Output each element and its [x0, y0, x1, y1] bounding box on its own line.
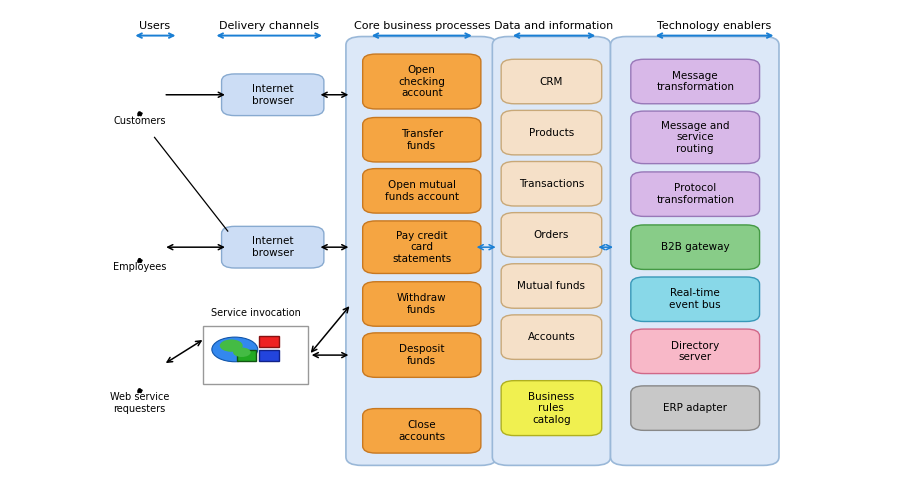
FancyBboxPatch shape	[221, 74, 324, 115]
Text: Withdraw
funds: Withdraw funds	[397, 293, 446, 315]
FancyBboxPatch shape	[631, 225, 760, 270]
FancyBboxPatch shape	[631, 59, 760, 104]
Circle shape	[139, 389, 140, 390]
Text: Open mutual
funds account: Open mutual funds account	[385, 180, 459, 202]
Text: Employees: Employees	[112, 262, 166, 272]
Text: Close
accounts: Close accounts	[398, 420, 446, 441]
FancyBboxPatch shape	[501, 213, 602, 257]
FancyBboxPatch shape	[501, 381, 602, 436]
FancyBboxPatch shape	[631, 111, 760, 164]
FancyBboxPatch shape	[203, 326, 309, 384]
FancyBboxPatch shape	[501, 59, 602, 104]
Text: Desposit
funds: Desposit funds	[399, 344, 445, 366]
FancyBboxPatch shape	[221, 227, 324, 268]
Circle shape	[220, 340, 243, 352]
FancyBboxPatch shape	[363, 169, 481, 213]
Text: Real-time
event bus: Real-time event bus	[670, 288, 721, 310]
Text: Customers: Customers	[113, 115, 166, 126]
Bar	[259, 336, 279, 347]
Text: Orders: Orders	[534, 230, 569, 240]
Text: Pay credit
card
statements: Pay credit card statements	[392, 230, 452, 264]
Circle shape	[212, 337, 257, 362]
Text: Message and
service
routing: Message and service routing	[661, 121, 729, 154]
Circle shape	[139, 259, 140, 260]
Circle shape	[233, 348, 251, 357]
FancyBboxPatch shape	[363, 282, 481, 326]
Text: B2B gateway: B2B gateway	[661, 242, 730, 252]
FancyBboxPatch shape	[501, 264, 602, 308]
Text: Mutual funds: Mutual funds	[518, 281, 585, 291]
Text: Technology enablers: Technology enablers	[658, 21, 771, 31]
Text: Service invocation: Service invocation	[211, 309, 301, 318]
Text: Message
transformation: Message transformation	[656, 71, 734, 92]
Text: Transfer
funds: Transfer funds	[400, 129, 443, 151]
Text: Business
rules
catalog: Business rules catalog	[528, 392, 574, 425]
Bar	[237, 350, 256, 361]
FancyBboxPatch shape	[363, 221, 481, 273]
FancyBboxPatch shape	[501, 161, 602, 206]
Text: ERP adapter: ERP adapter	[663, 403, 727, 413]
Text: CRM: CRM	[540, 76, 563, 86]
FancyBboxPatch shape	[631, 386, 760, 430]
Text: Data and information: Data and information	[494, 21, 614, 31]
Circle shape	[139, 112, 140, 113]
Text: Transactions: Transactions	[518, 179, 584, 189]
Text: Directory
server: Directory server	[671, 341, 719, 362]
FancyBboxPatch shape	[631, 277, 760, 322]
FancyBboxPatch shape	[346, 37, 497, 466]
Bar	[259, 350, 279, 361]
Text: Core business processes: Core business processes	[354, 21, 490, 31]
Text: Internet
browser: Internet browser	[252, 236, 293, 258]
FancyBboxPatch shape	[501, 111, 602, 155]
Text: Protocol
transformation: Protocol transformation	[656, 184, 734, 205]
Text: Web service
requesters: Web service requesters	[110, 393, 169, 414]
FancyBboxPatch shape	[631, 329, 760, 373]
Text: Open
checking
account: Open checking account	[399, 65, 446, 98]
FancyBboxPatch shape	[501, 315, 602, 359]
Text: Accounts: Accounts	[527, 332, 575, 342]
FancyBboxPatch shape	[363, 409, 481, 453]
Text: Internet
browser: Internet browser	[252, 84, 293, 106]
Text: Users: Users	[139, 21, 170, 31]
FancyBboxPatch shape	[363, 117, 481, 162]
FancyBboxPatch shape	[610, 37, 779, 466]
FancyBboxPatch shape	[363, 54, 481, 109]
Text: Products: Products	[529, 128, 574, 138]
FancyBboxPatch shape	[363, 333, 481, 377]
FancyBboxPatch shape	[631, 172, 760, 216]
Text: Delivery channels: Delivery channels	[220, 21, 320, 31]
FancyBboxPatch shape	[492, 37, 610, 466]
